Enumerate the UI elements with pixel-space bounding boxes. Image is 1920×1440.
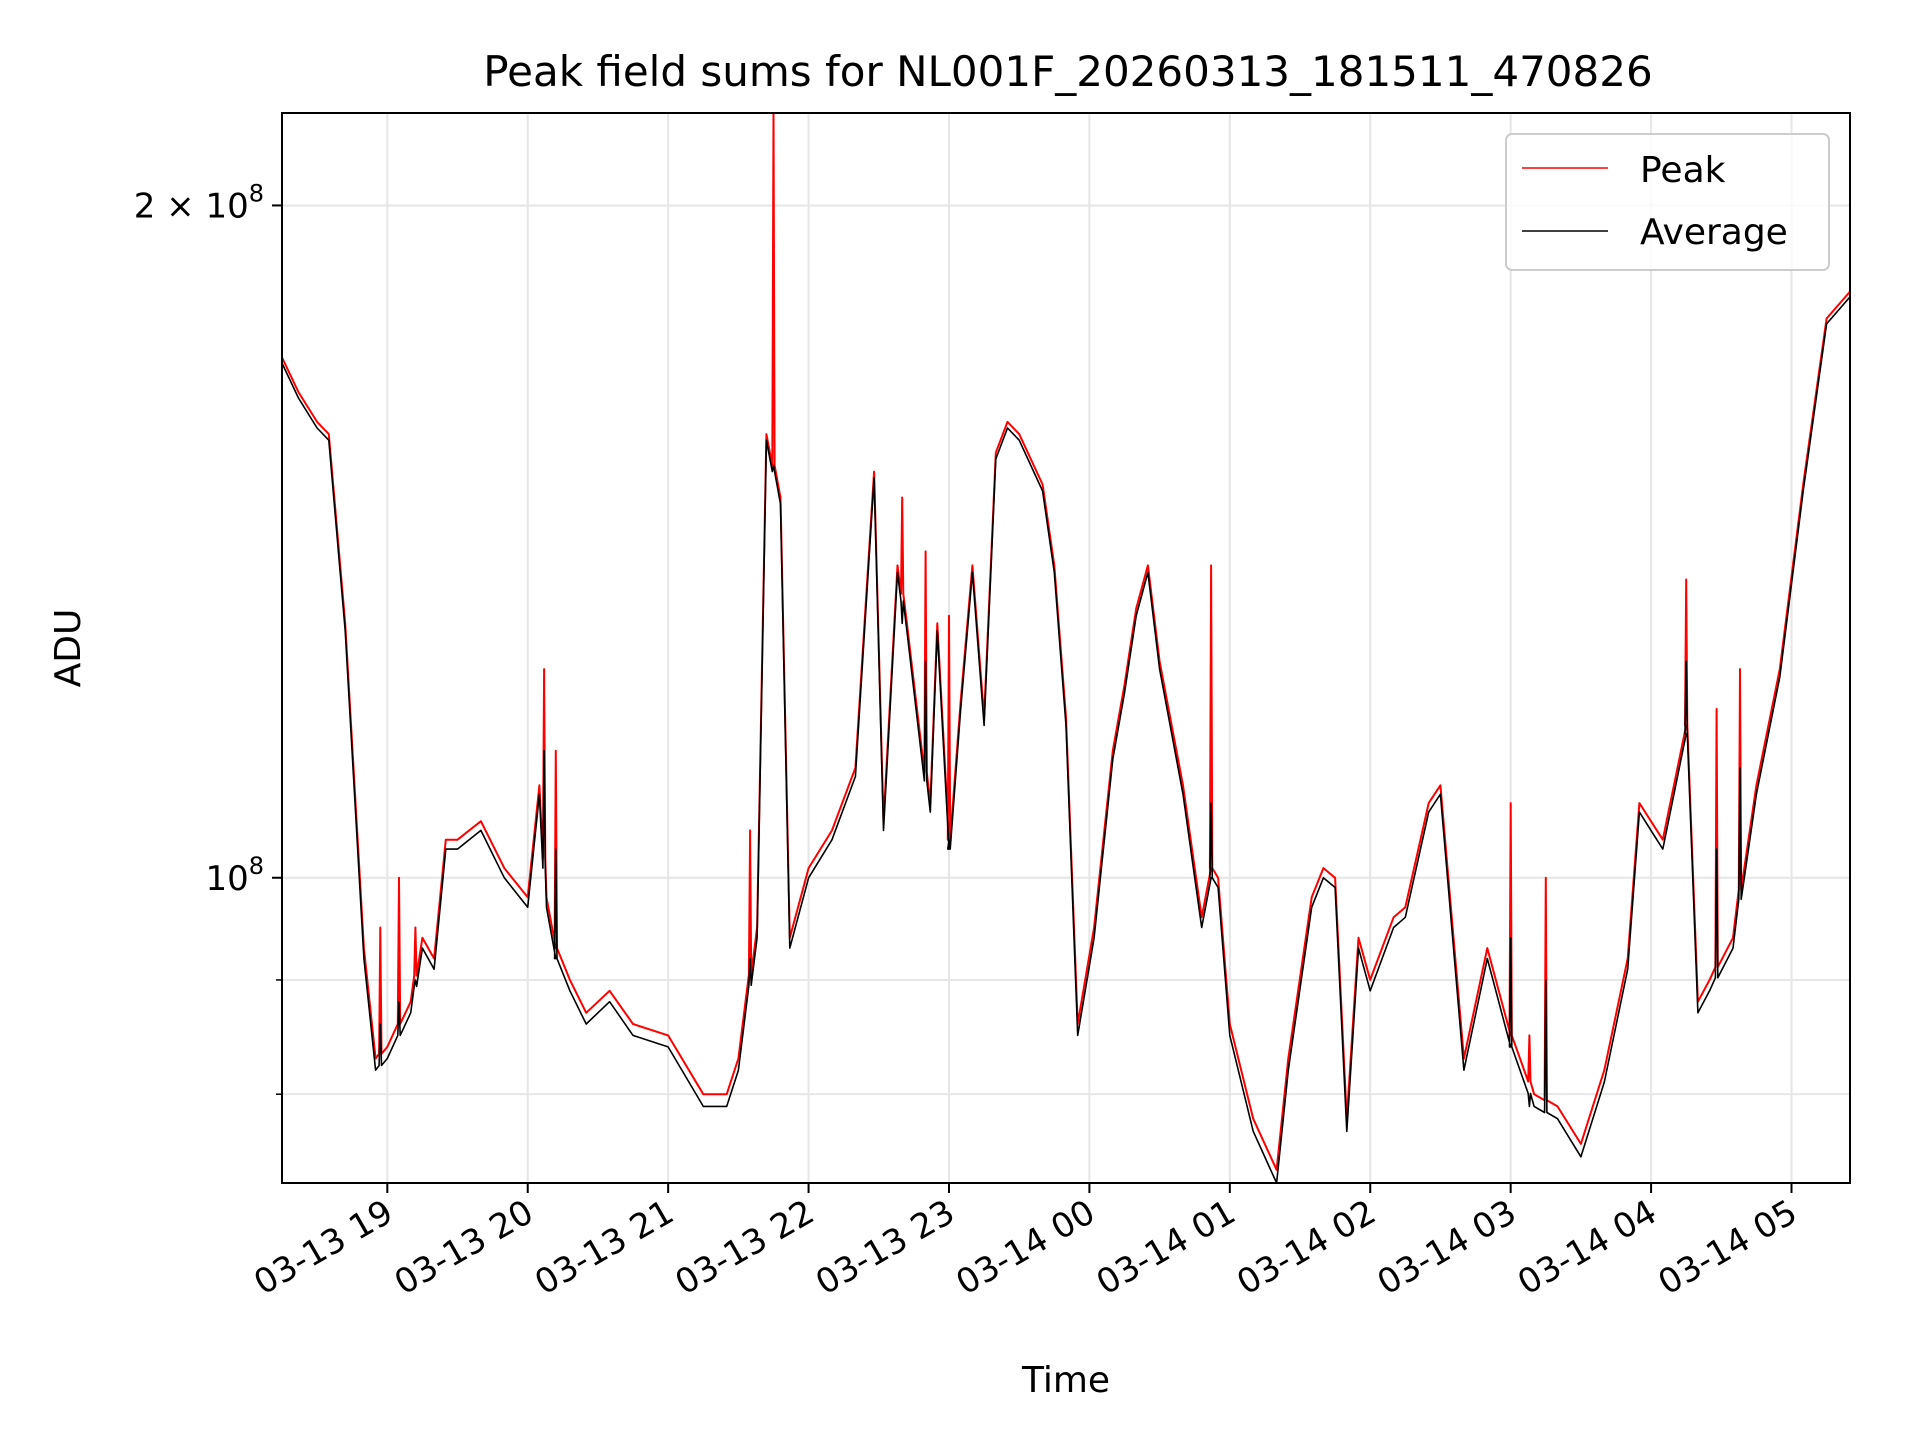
- series-line-average: [282, 296, 1850, 1183]
- plot-frame: [281, 112, 1851, 1184]
- y-tick-label: 108: [205, 852, 264, 899]
- plot-area: [282, 113, 1850, 1183]
- y-ticks: 108 2 × 108: [134, 179, 282, 1095]
- y-axis-label: ADU: [48, 609, 89, 688]
- chart-title: Peak field sums for NL001F_20260313_1815…: [483, 47, 1652, 96]
- x-axis-label: Time: [1021, 1360, 1110, 1401]
- series-layer: [282, 113, 1850, 1183]
- y-tick-label: 2 × 108: [134, 179, 264, 226]
- legend-peak-label: Peak: [1640, 150, 1726, 191]
- grid: [282, 113, 1850, 1183]
- legend-average-label: Average: [1640, 212, 1788, 253]
- legend: Peak Average: [1505, 133, 1830, 271]
